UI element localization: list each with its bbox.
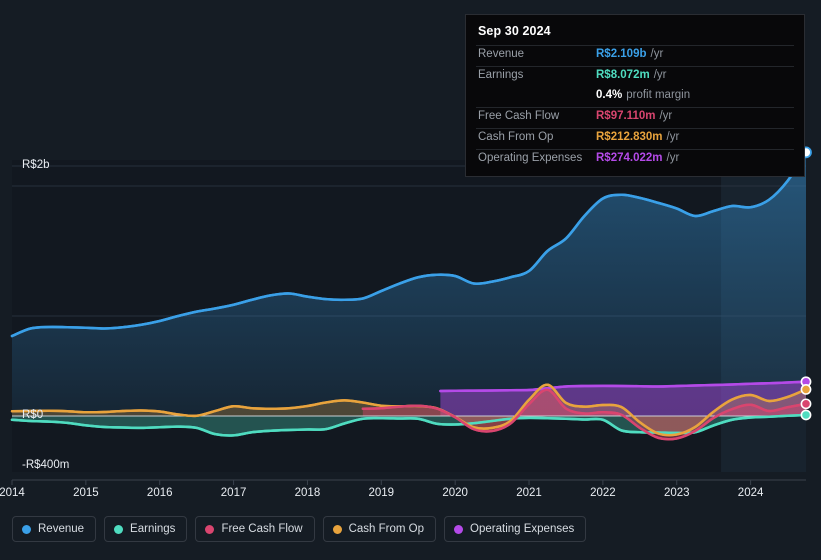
legend-color-dot-icon	[454, 524, 464, 534]
y-axis-label-bottom: -R$400m	[22, 459, 70, 471]
x-axis-tick-2024: 2024	[737, 487, 764, 499]
x-axis-tick-2018: 2018	[294, 487, 321, 499]
x-axis-tick-2016: 2016	[146, 487, 173, 499]
tooltip-row-value: R$8.072m	[596, 69, 650, 81]
tooltip-row-unit: /yr	[653, 69, 667, 81]
tooltip-date: Sep 30 2024	[478, 24, 551, 38]
x-axis-tick-2022: 2022	[590, 487, 616, 499]
chart-legend[interactable]: Revenue Earnings Free Cash Flow Cash From O…	[12, 516, 587, 542]
legend-item-label: Operating Expenses	[470, 523, 575, 535]
tooltip-row-label: Free Cash Flow	[478, 110, 560, 122]
legend-item-revenue[interactable]: Revenue	[12, 516, 97, 542]
legend-item-label: Earnings	[130, 523, 176, 535]
tooltip-row-label: Operating Expenses	[478, 152, 583, 164]
tooltip-row-value: R$97.110m	[596, 110, 656, 122]
data-tooltip: Sep 30 2024 Revenue R$2.109b/yr Earnings R$…	[465, 14, 805, 177]
legend-color-dot-icon	[22, 524, 31, 534]
tooltip-row-unit: /yr	[650, 48, 664, 60]
legend-item-earnings[interactable]: Earnings	[104, 516, 188, 542]
tooltip-row-label: Earnings	[478, 69, 524, 81]
legend-item-free-cash-flow[interactable]: Free Cash Flow	[195, 516, 315, 542]
y-axis-label-top: R$2b	[22, 159, 50, 171]
x-axis-tick-2015: 2015	[73, 487, 99, 499]
legend-item-operating-expenses[interactable]: Operating Expenses	[444, 516, 587, 542]
legend-item-label: Revenue	[38, 523, 85, 535]
tooltip-row-cash-from-op: Cash From Op R$212.830m/yr	[476, 128, 794, 149]
tooltip-row-revenue: Revenue R$2.109b/yr	[476, 45, 794, 66]
tooltip-row-free-cash-flow: Free Cash Flow R$97.110m/yr	[476, 107, 794, 128]
legend-color-dot-icon	[114, 524, 124, 534]
x-axis-tick-2021: 2021	[516, 487, 542, 499]
tooltip-row-unit: /yr	[659, 110, 673, 122]
tooltip-row-label: Cash From Op	[478, 131, 554, 143]
tooltip-row-unit: /yr	[666, 131, 680, 143]
x-axis-tick-2014: 2014	[0, 487, 25, 499]
x-axis-tick-2019: 2019	[368, 487, 395, 499]
tooltip-row-value: R$2.109b	[596, 48, 647, 60]
x-axis-tick-2017: 2017	[220, 487, 247, 499]
tooltip-row-value: R$212.830m	[596, 131, 663, 143]
tooltip-row-value: 0.4%	[596, 89, 623, 101]
legend-item-label: Free Cash Flow	[221, 523, 303, 535]
x-axis-tick-2023: 2023	[663, 487, 690, 499]
tooltip-row-value: R$274.022m	[596, 152, 663, 164]
legend-color-dot-icon	[332, 524, 342, 534]
legend-color-dot-icon	[205, 524, 215, 534]
tooltip-row-earnings: Earnings R$8.072m/yr	[476, 66, 794, 87]
tooltip-row-label: Revenue	[478, 48, 525, 60]
legend-item-cash-from-op[interactable]: Cash From Op	[322, 516, 437, 542]
tooltip-row-operating-expenses: Operating Expenses R$274.022m/yr	[476, 149, 794, 170]
x-axis-tick-2020: 2020	[442, 487, 468, 499]
y-axis-label-zero: R$0	[22, 409, 44, 421]
legend-item-label: Cash From Op	[348, 523, 425, 535]
tooltip-row-unit: profit margin	[626, 89, 691, 101]
tooltip-row-unit: /yr	[666, 152, 680, 164]
tooltip-row-profit-margin: 0.4% profit margin	[476, 87, 794, 107]
